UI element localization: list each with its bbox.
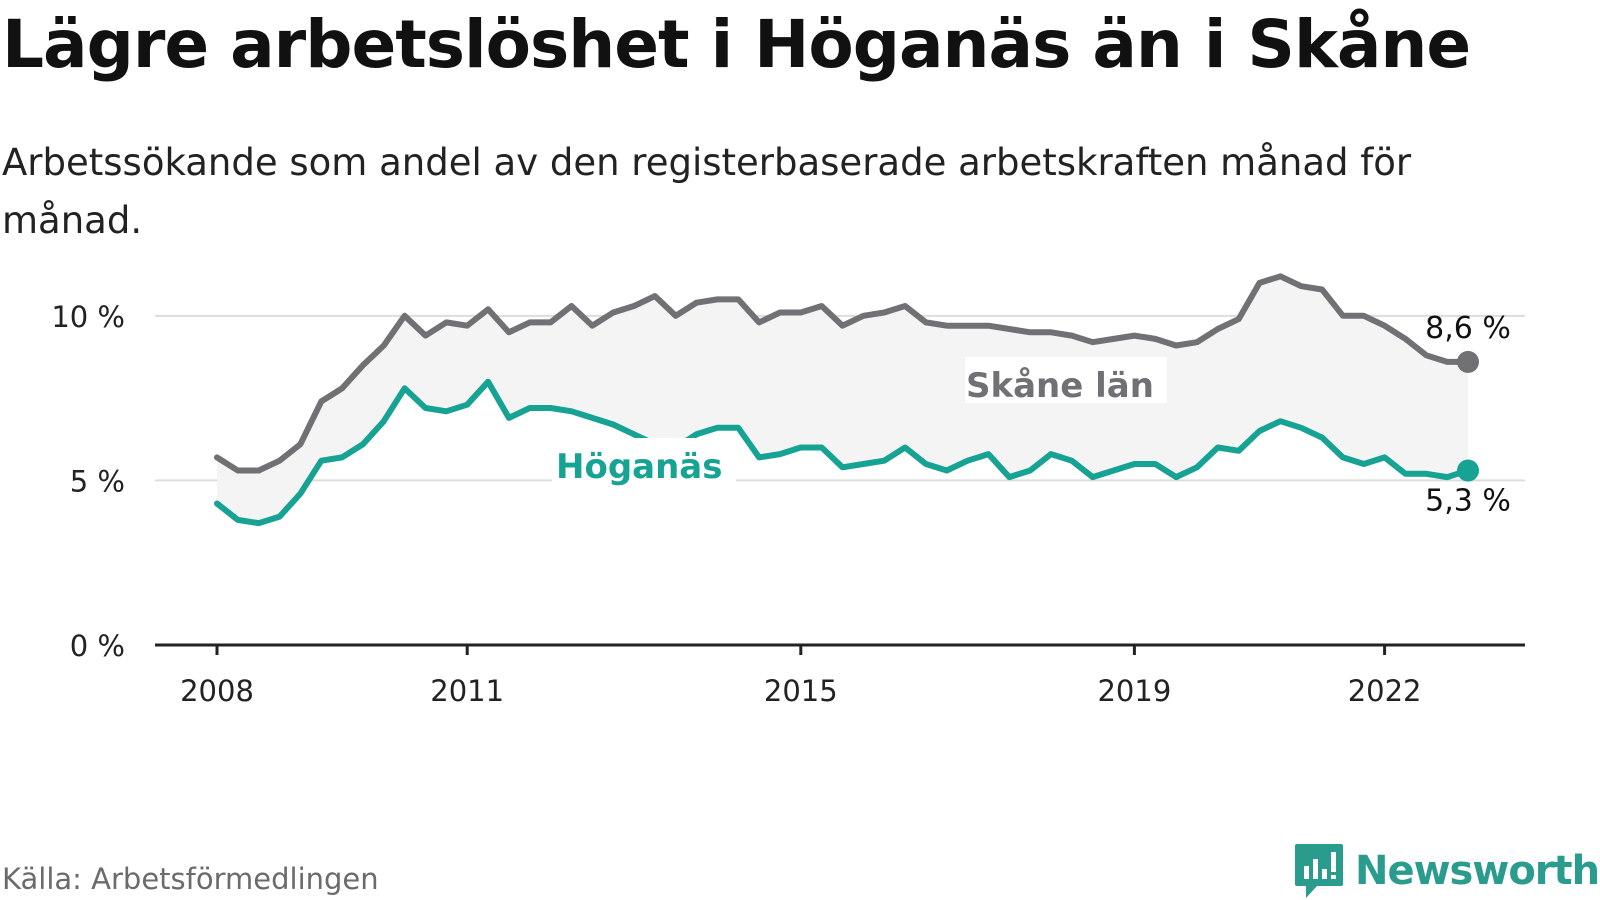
- newsworthy-logo-icon: [1295, 844, 1343, 898]
- y-tick-label: 10 %: [51, 300, 125, 334]
- end-label-hoganas: 5,3 %: [1425, 484, 1511, 519]
- line-chart: Skåne län Höganäs 8,6 % 5,3 % 0 % 5 % 10 %…: [51, 273, 1525, 708]
- end-label-skane: 8,6 %: [1425, 311, 1511, 346]
- x-axis: 2008 2011 2015 2019 2022: [155, 643, 1525, 708]
- label-bg-hoganas: [552, 438, 736, 488]
- x-tick-label: 2015: [764, 674, 838, 708]
- x-tick-label: 2019: [1097, 674, 1171, 708]
- y-tick-label: 5 %: [70, 464, 125, 498]
- y-tick-label: 0 %: [70, 629, 125, 663]
- series-label-skane: Skåne län: [966, 366, 1154, 406]
- end-point-hoganas: [1457, 459, 1479, 482]
- x-tick-label: 2008: [180, 674, 254, 708]
- chart-subtitle: Arbetssökande som andel av den registerb…: [2, 141, 1412, 242]
- x-tick-label: 2022: [1348, 674, 1422, 708]
- brand-name: Newsworthy: [1355, 848, 1600, 894]
- end-point-skane: [1457, 350, 1479, 373]
- x-tick-label: 2011: [430, 674, 504, 708]
- series-label-hoganas: Höganäs: [556, 447, 722, 487]
- y-axis: 0 % 5 % 10 %: [51, 300, 125, 663]
- label-bg-skane: [965, 357, 1167, 403]
- brand[interactable]: Newsworthy: [1293, 842, 1600, 900]
- series-line-hoganas: [214, 378, 1471, 527]
- series-line-skane: [214, 273, 1471, 474]
- chart-title: Lägre arbetslöshet i Höganäs än i Skåne: [2, 6, 1471, 83]
- source-note: Källa: Arbetsförmedlingen: [2, 862, 379, 896]
